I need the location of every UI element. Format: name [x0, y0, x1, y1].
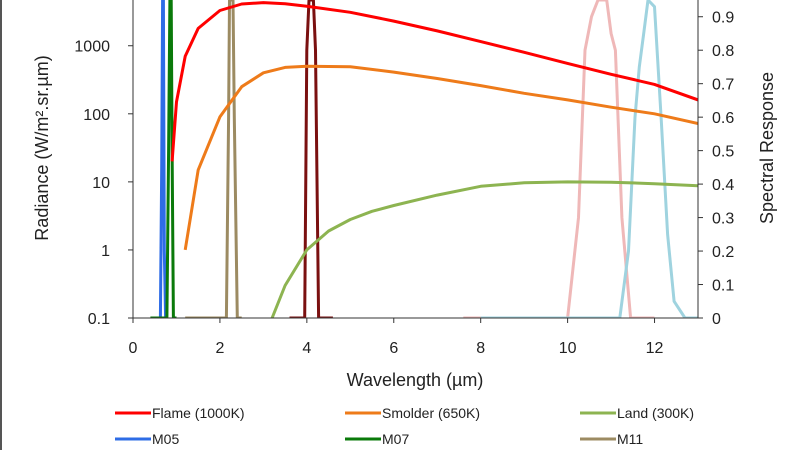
x-tick-label: 6: [389, 340, 398, 357]
y-right-tick-label: 0.4: [712, 177, 734, 194]
legend-label: Smolder (650K): [382, 405, 480, 421]
response-line-m07: [150, 0, 177, 318]
legend-item-land-300k: Land (300K): [580, 405, 694, 421]
y-right-tick-label: 0.9: [712, 10, 734, 27]
x-tick-label: 2: [215, 340, 224, 357]
legend-label: M11: [617, 431, 643, 447]
y-left-ticks: 0.1 1 10 100 1000: [74, 39, 133, 328]
left-border: [0, 0, 2, 450]
response-line-band-5: [463, 0, 655, 318]
legend-item-m11: M11: [580, 431, 643, 447]
y-right-tick-label: 0.7: [712, 77, 734, 94]
legend-label: Land (300K): [617, 405, 694, 421]
x-ticks: 0 2 4 6 8 10 12: [129, 318, 664, 357]
y-left-tick-label: 10: [92, 175, 110, 192]
y-left-tick-label: 0.1: [88, 311, 110, 328]
x-axis-title: Wavelength (µm): [347, 370, 484, 390]
radiance-line-land-300k: [270, 180, 698, 318]
y-right-tick-label: 0.1: [712, 278, 734, 295]
plot-lines: [150, 0, 698, 318]
y-right-tick-label: 0.8: [712, 43, 734, 60]
y-left-tick-label: 100: [83, 107, 110, 124]
y-right-tick-label: 0.6: [712, 110, 734, 127]
y-right-tick-label: 0: [712, 311, 721, 328]
legend-item-m07: M07: [345, 431, 409, 447]
y-right-tick-label: 0.3: [712, 211, 734, 228]
legend-item-m05: M05: [115, 431, 179, 447]
legend: Flame (1000K) Smolder (650K) Land (300K) M0…: [115, 405, 694, 447]
x-tick-label: 4: [302, 340, 311, 357]
response-line-band-6: [480, 0, 698, 318]
legend-item-smolder-650k: Smolder (650K): [345, 405, 480, 421]
y-right-axis-title: Spectral Response: [757, 72, 777, 224]
response-line-m05: [154, 0, 168, 318]
axes: [132, 0, 699, 319]
x-tick-label: 12: [646, 340, 664, 357]
legend-label: M07: [382, 431, 409, 447]
x-tick-label: 10: [559, 340, 577, 357]
y-right-tick-label: 0.5: [712, 144, 734, 161]
y-left-tick-label: 1000: [74, 39, 110, 56]
y-left-axis-title: Radiance (W/m².sr.µm): [32, 55, 52, 240]
x-tick-label: 0: [129, 340, 138, 357]
radiance-line-flame-1000k: [170, 1, 698, 162]
legend-label: M05: [152, 431, 179, 447]
legend-item-flame-1000k: Flame (1000K): [115, 405, 245, 421]
response-line-m11: [185, 0, 242, 318]
radiance-line-smolder-650k: [183, 64, 698, 251]
y-right-tick-label: 0.2: [712, 244, 734, 261]
y-left-tick-label: 1: [101, 243, 110, 260]
response-line-band-4: [289, 0, 333, 318]
x-tick-label: 8: [476, 340, 485, 357]
y-right-ticks: 0 0.1 0.2 0.3 0.4 0.5 0.6 0.7 0.8 0.9: [698, 10, 734, 328]
legend-label: Flame (1000K): [152, 405, 245, 421]
